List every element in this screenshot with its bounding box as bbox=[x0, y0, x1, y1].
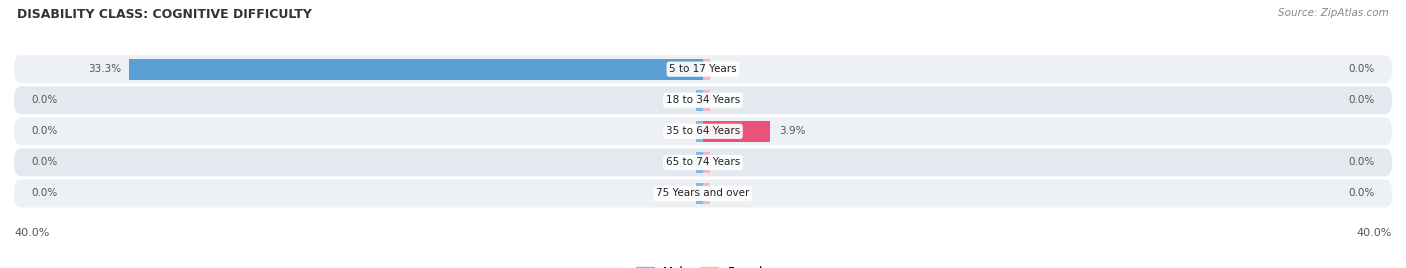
Bar bbox=[703, 90, 710, 111]
Text: 0.0%: 0.0% bbox=[1348, 95, 1375, 105]
Text: 0.0%: 0.0% bbox=[31, 95, 58, 105]
Text: 5 to 17 Years: 5 to 17 Years bbox=[669, 64, 737, 74]
Bar bbox=[703, 183, 710, 204]
Bar bbox=[703, 152, 710, 173]
Text: 18 to 34 Years: 18 to 34 Years bbox=[666, 95, 740, 105]
Bar bbox=[703, 121, 770, 142]
FancyBboxPatch shape bbox=[14, 55, 1392, 83]
Text: 0.0%: 0.0% bbox=[1348, 157, 1375, 168]
FancyBboxPatch shape bbox=[14, 86, 1392, 114]
FancyBboxPatch shape bbox=[14, 117, 1392, 145]
Legend: Male, Female: Male, Female bbox=[631, 262, 775, 268]
Bar bbox=[696, 152, 703, 173]
FancyBboxPatch shape bbox=[14, 180, 1392, 207]
Bar bbox=[696, 90, 703, 111]
Text: 40.0%: 40.0% bbox=[14, 228, 49, 238]
FancyBboxPatch shape bbox=[14, 148, 1392, 176]
Text: 75 Years and over: 75 Years and over bbox=[657, 188, 749, 199]
Text: Source: ZipAtlas.com: Source: ZipAtlas.com bbox=[1278, 8, 1389, 18]
Bar bbox=[696, 183, 703, 204]
Text: 0.0%: 0.0% bbox=[1348, 188, 1375, 199]
Text: 35 to 64 Years: 35 to 64 Years bbox=[666, 126, 740, 136]
Text: 33.3%: 33.3% bbox=[87, 64, 121, 74]
Text: 65 to 74 Years: 65 to 74 Years bbox=[666, 157, 740, 168]
Text: DISABILITY CLASS: COGNITIVE DIFFICULTY: DISABILITY CLASS: COGNITIVE DIFFICULTY bbox=[17, 8, 312, 21]
Text: 40.0%: 40.0% bbox=[1357, 228, 1392, 238]
Text: 0.0%: 0.0% bbox=[1348, 64, 1375, 74]
Text: 0.0%: 0.0% bbox=[31, 157, 58, 168]
Bar bbox=[129, 59, 703, 80]
Text: 0.0%: 0.0% bbox=[31, 188, 58, 199]
Text: 3.9%: 3.9% bbox=[779, 126, 806, 136]
Bar bbox=[696, 121, 703, 142]
Bar bbox=[703, 59, 710, 80]
Text: 0.0%: 0.0% bbox=[31, 126, 58, 136]
